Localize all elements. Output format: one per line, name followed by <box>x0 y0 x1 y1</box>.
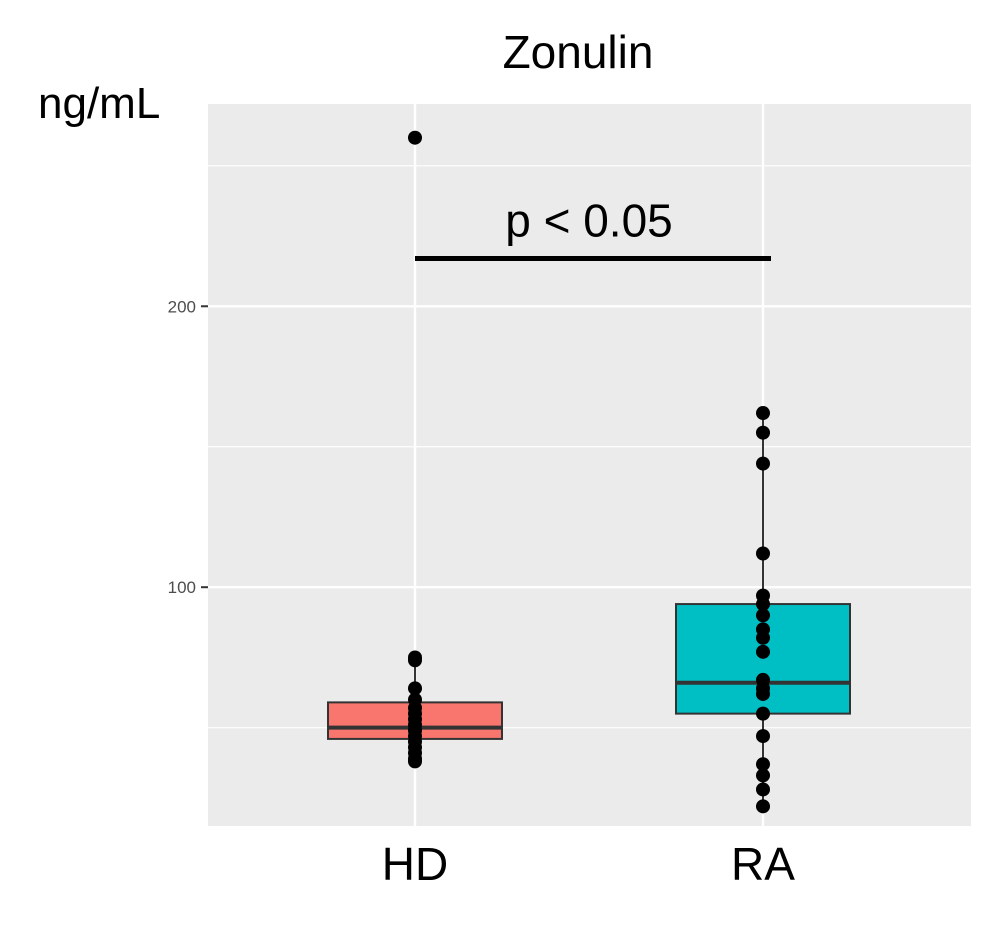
data-point <box>756 425 770 440</box>
data-point <box>756 644 770 659</box>
data-point <box>408 130 422 145</box>
data-point <box>408 653 422 668</box>
y-axis-unit-label: ng/mL <box>38 79 160 128</box>
chart-title: Zonulin <box>503 26 654 78</box>
data-point <box>756 608 770 623</box>
x-axis-categories: HD RA <box>382 838 795 890</box>
significance-annotation: p < 0.05 <box>415 195 771 262</box>
data-point <box>756 546 770 561</box>
data-point <box>756 768 770 783</box>
data-point <box>408 754 422 769</box>
p-value-label: p < 0.05 <box>505 195 673 247</box>
data-point <box>756 782 770 797</box>
y-tick-label: 200 <box>168 297 196 316</box>
data-point <box>756 706 770 721</box>
data-point <box>756 729 770 744</box>
data-point <box>408 681 422 696</box>
data-point <box>756 597 770 612</box>
x-category-label: RA <box>731 838 795 890</box>
y-tick-label: 100 <box>168 578 196 597</box>
data-points <box>408 130 770 814</box>
data-point <box>756 799 770 814</box>
data-point <box>756 630 770 645</box>
data-point <box>756 406 770 421</box>
x-category-label: HD <box>382 838 448 890</box>
y-axis: 100 200 <box>168 297 208 597</box>
data-point <box>756 686 770 701</box>
data-point <box>756 456 770 471</box>
data-point <box>756 757 770 772</box>
